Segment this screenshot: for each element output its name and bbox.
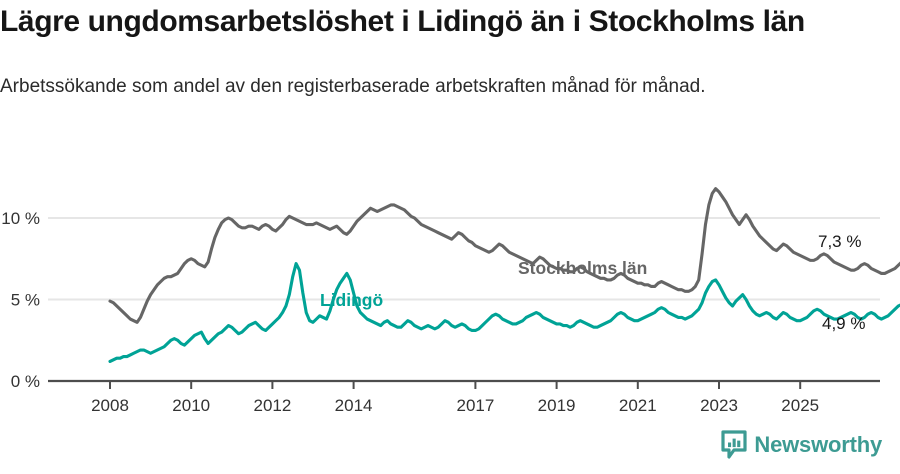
x-axis-tick-label: 2012: [253, 396, 291, 415]
x-axis-tick-label: 2019: [538, 396, 576, 415]
page-title: Lägre ungdomsarbetslöshet i Lidingö än i…: [0, 5, 805, 38]
stockholm-end-value-label: 7,3 %: [818, 232, 861, 251]
bar-chart-bubble-icon: [721, 430, 748, 459]
gridlines: [48, 217, 880, 301]
x-axis-tick-label: 2014: [335, 396, 373, 415]
x-axis-tick-label: 2010: [172, 396, 210, 415]
line-chart: 0 %5 %10 % 2008 2010 2012 2014 2017 2019 2021 2…: [1, 187, 900, 415]
lidingo-end-value-label: 4,9 %: [822, 314, 865, 333]
y-axis-tick-label: 0 %: [11, 372, 40, 391]
y-axis-tick-labels: 0 % 5 % 10 %: [1, 209, 40, 391]
x-axis-tick-label: 2017: [456, 396, 494, 415]
newsworthy-logo[interactable]: Newsworthy: [721, 430, 882, 459]
series-line-stockholms-lan: [108, 187, 900, 324]
chart-plot-area: 0 % 5 % 10 % 2008 2010 2012 2014 2017 2019 2021 2…: [0, 170, 900, 420]
chart-footer: Newsworthy: [0, 424, 900, 474]
x-axis-tick-label: 2023: [700, 396, 738, 415]
y-axis-tick-label: 10 %: [1, 209, 40, 228]
newsworthy-wordmark: Newsworthy: [754, 431, 882, 457]
x-axis-tick-label: 2025: [781, 396, 819, 415]
x-axis-tick-label: 2008: [91, 396, 129, 415]
series-line-lidingo: [108, 262, 900, 363]
lidingo-series-label: Lidingö: [320, 290, 383, 310]
x-axis-tick-label: 2021: [619, 396, 657, 415]
y-axis-tick-label: 5 %: [11, 291, 40, 310]
x-axis-tick-labels: 2008 2010 2012 2014 2017 2019 2021 2023 2025: [91, 381, 819, 415]
page-subtitle: Arbetssökande som andel av den registerb…: [0, 76, 706, 97]
stockholm-series-label: Stockholms län: [518, 258, 647, 278]
